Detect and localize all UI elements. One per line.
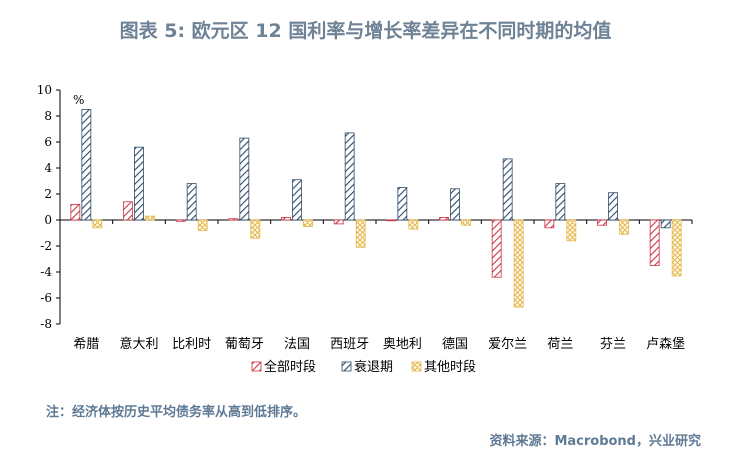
- legend-label: 其他时段: [424, 360, 476, 375]
- bar: [439, 216, 449, 221]
- bar: [619, 219, 629, 235]
- legend-swatch: [411, 361, 422, 372]
- bar: [250, 219, 261, 239]
- y-tick-label: 4: [44, 161, 52, 175]
- bar: [597, 219, 607, 226]
- bar: [355, 219, 366, 248]
- axes: [56, 89, 693, 325]
- legend-swatch: [341, 361, 352, 372]
- category-label: 意大利: [119, 336, 158, 352]
- bar: [649, 219, 660, 266]
- category-label: 德国: [442, 337, 468, 352]
- category-label: 奥地利: [383, 337, 422, 352]
- bar: [566, 219, 577, 242]
- bar: [671, 219, 682, 277]
- y-tick-label: 8: [44, 109, 52, 123]
- legend-label: 全部时段: [264, 359, 316, 375]
- bar: [461, 219, 471, 226]
- bar: [513, 219, 524, 308]
- y-tick-label: -4: [40, 265, 52, 279]
- unit-label: %: [73, 93, 84, 107]
- y-tick-label: 2: [44, 187, 52, 201]
- y-tick-label: 0: [44, 213, 52, 227]
- category-label: 西班牙: [330, 337, 369, 352]
- bar: [134, 146, 144, 221]
- bar: [281, 216, 291, 221]
- y-tick-label: -6: [40, 291, 52, 305]
- category-label: 荷兰: [547, 337, 573, 352]
- bars: [70, 109, 682, 308]
- bar: [92, 219, 103, 229]
- bar: [344, 132, 355, 221]
- category-label: 卢森堡: [646, 336, 685, 352]
- bar: [175, 219, 186, 222]
- bar: [333, 219, 344, 225]
- y-tick-label: 10: [37, 83, 52, 97]
- chart-source: 资料来源：Macrobond，兴业研究: [489, 434, 701, 449]
- axis-labels: 10 8 6 4 2 0 -2 -4 -6 -8% 希腊 意大利 比利时 葡萄牙 法国 西班牙 奥地利 德国 爱尔兰…: [37, 83, 685, 352]
- bar: [70, 203, 81, 221]
- bar: [292, 179, 302, 221]
- bar: [660, 219, 671, 229]
- category-label: 葡萄牙: [225, 337, 264, 352]
- bar: [303, 219, 313, 227]
- bar: [186, 183, 197, 221]
- bar: [386, 219, 397, 222]
- legend-swatch: [251, 361, 262, 372]
- y-tick-label: 6: [44, 135, 52, 149]
- bar: [450, 188, 460, 221]
- legend-label: 衰退期: [354, 359, 393, 375]
- bar: [397, 187, 408, 221]
- chart-note: 注：经济体按历史平均债务率从高到低排序。: [46, 405, 307, 420]
- bar: [239, 137, 250, 221]
- bar: [544, 219, 555, 229]
- category-label: 比利时: [172, 337, 211, 352]
- category-label: 希腊: [73, 337, 99, 352]
- bar: [145, 215, 155, 221]
- category-label: 法国: [284, 337, 310, 352]
- y-tick-label: -2: [40, 239, 52, 253]
- bar: [408, 219, 419, 230]
- bar: [123, 201, 133, 221]
- bar: [555, 183, 566, 221]
- legend: 全部时段 衰退期 其他时段: [251, 359, 476, 375]
- bar: [81, 109, 92, 221]
- bar: [228, 218, 239, 221]
- chart-title: 图表 5: 欧元区 12 国利率与增长率差异在不同时期的均值: [119, 20, 612, 42]
- bar: [491, 219, 502, 278]
- y-tick-label: -8: [40, 317, 52, 331]
- category-label: 爱尔兰: [488, 337, 527, 352]
- category-label: 芬兰: [600, 337, 626, 352]
- bar: [197, 219, 208, 231]
- bar: [608, 192, 618, 221]
- bar: [502, 158, 513, 221]
